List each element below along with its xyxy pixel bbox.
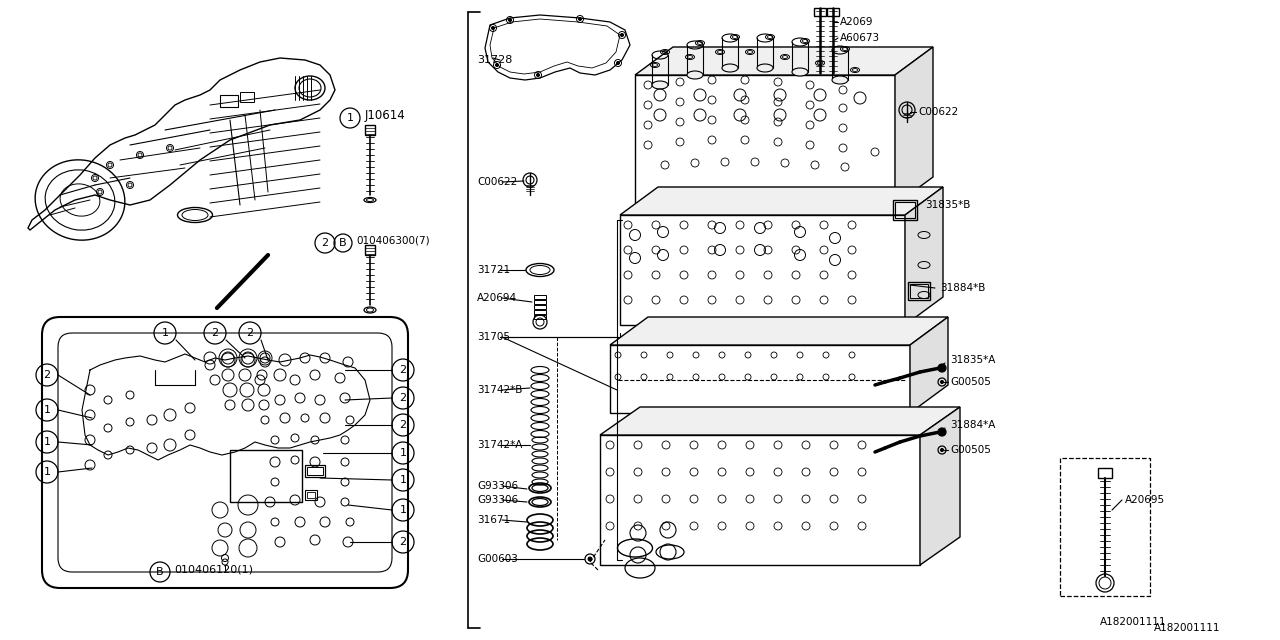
Bar <box>827 8 838 16</box>
Text: A2069: A2069 <box>840 17 873 27</box>
Text: 1: 1 <box>399 448 407 458</box>
Text: 31705: 31705 <box>477 332 509 342</box>
Bar <box>230 450 302 502</box>
Text: 1: 1 <box>44 467 50 477</box>
Bar <box>893 200 916 220</box>
Text: A20694: A20694 <box>477 293 517 303</box>
Polygon shape <box>611 317 948 345</box>
Polygon shape <box>485 15 630 80</box>
Text: 010406120(1): 010406120(1) <box>174 565 253 575</box>
Ellipse shape <box>792 68 808 76</box>
Text: 31835*A: 31835*A <box>950 355 996 365</box>
Bar <box>365 125 375 135</box>
Text: G93306: G93306 <box>477 495 518 505</box>
Text: 31671: 31671 <box>477 515 511 525</box>
Polygon shape <box>895 47 933 205</box>
Text: 2: 2 <box>399 537 407 547</box>
Text: J10614: J10614 <box>365 109 406 122</box>
Bar <box>220 95 238 107</box>
Circle shape <box>495 63 498 67</box>
Text: 1: 1 <box>44 405 50 415</box>
Polygon shape <box>920 407 960 565</box>
Bar <box>305 490 317 500</box>
Bar <box>534 315 547 319</box>
Circle shape <box>579 17 581 20</box>
Text: A20695: A20695 <box>1125 495 1165 505</box>
Text: 1: 1 <box>399 475 407 485</box>
Circle shape <box>617 61 620 65</box>
Ellipse shape <box>756 64 773 72</box>
Text: 2: 2 <box>399 365 407 375</box>
Text: 2: 2 <box>399 393 407 403</box>
Text: B: B <box>339 238 347 248</box>
Text: 31884*B: 31884*B <box>940 283 986 293</box>
Ellipse shape <box>652 81 668 89</box>
Text: 31728: 31728 <box>477 55 512 65</box>
Bar <box>895 202 915 218</box>
Bar <box>908 282 931 300</box>
Circle shape <box>621 33 623 36</box>
Text: G00603: G00603 <box>477 554 518 564</box>
Polygon shape <box>635 75 895 205</box>
Text: 1: 1 <box>44 437 50 447</box>
Text: A182001111: A182001111 <box>1100 617 1166 627</box>
Text: 31742*A: 31742*A <box>477 440 522 450</box>
Polygon shape <box>635 47 933 75</box>
Ellipse shape <box>832 76 849 84</box>
Bar <box>534 300 547 304</box>
Text: 31721: 31721 <box>477 265 511 275</box>
Circle shape <box>588 557 593 561</box>
Circle shape <box>938 364 946 372</box>
Bar <box>1060 458 1149 596</box>
Circle shape <box>941 449 943 451</box>
Text: 010406300(7): 010406300(7) <box>356 235 430 245</box>
Bar <box>365 245 375 255</box>
Bar <box>534 305 547 309</box>
Polygon shape <box>611 345 910 413</box>
Bar <box>307 467 323 475</box>
Text: G00505: G00505 <box>950 377 991 387</box>
Polygon shape <box>600 407 960 435</box>
Circle shape <box>938 428 946 436</box>
Text: C00622: C00622 <box>477 177 517 187</box>
Polygon shape <box>910 317 948 413</box>
Text: 2: 2 <box>211 328 219 338</box>
FancyBboxPatch shape <box>42 317 408 588</box>
Bar <box>814 8 826 16</box>
Bar <box>307 492 315 498</box>
Ellipse shape <box>722 64 739 72</box>
Text: G93306: G93306 <box>477 481 518 491</box>
Ellipse shape <box>687 71 703 79</box>
Text: 2: 2 <box>247 328 253 338</box>
Bar <box>910 284 928 298</box>
Text: 31884*A: 31884*A <box>950 420 996 430</box>
Text: G00505: G00505 <box>950 445 991 455</box>
Polygon shape <box>620 187 943 215</box>
Text: 1: 1 <box>347 113 353 123</box>
Bar <box>1098 468 1112 478</box>
Circle shape <box>941 381 943 383</box>
Bar <box>305 465 325 477</box>
Circle shape <box>508 19 512 22</box>
Text: 31835*B: 31835*B <box>925 200 970 210</box>
Polygon shape <box>620 215 905 325</box>
Polygon shape <box>600 435 920 565</box>
Text: 31742*B: 31742*B <box>477 385 522 395</box>
Text: A60673: A60673 <box>840 33 881 43</box>
Text: 2: 2 <box>44 370 51 380</box>
Text: 1: 1 <box>399 505 407 515</box>
Text: C00622: C00622 <box>918 107 959 117</box>
Text: 1: 1 <box>161 328 169 338</box>
Text: 2: 2 <box>399 420 407 430</box>
Bar <box>241 92 253 102</box>
Circle shape <box>536 74 539 77</box>
Circle shape <box>492 26 494 29</box>
Polygon shape <box>905 187 943 325</box>
Polygon shape <box>28 58 335 230</box>
Text: 2: 2 <box>321 238 329 248</box>
Bar <box>534 295 547 299</box>
Text: A182001111: A182001111 <box>1153 623 1220 633</box>
Text: B: B <box>156 567 164 577</box>
Bar <box>534 310 547 314</box>
